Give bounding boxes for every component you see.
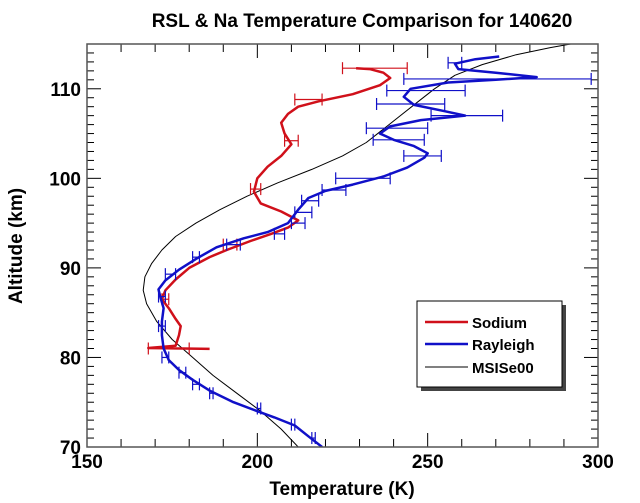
line-rayleigh: [157, 55, 538, 447]
x-tick-label: 250: [412, 452, 444, 473]
plot-area: [142, 44, 592, 447]
tick-labels: 150 200 250 300 70 80 90 100 110: [49, 80, 614, 473]
line-sodium: [147, 66, 392, 351]
legend-label-msise00: MSISe00: [472, 360, 534, 377]
line-msise00: [142, 44, 571, 447]
y-tick-label: 110: [50, 80, 81, 101]
y-tick-label: 70: [60, 438, 81, 459]
chart-title: RSL & Na Temperature Comparison for 1406…: [152, 11, 573, 32]
x-tick-label: 200: [241, 452, 273, 473]
legend-label-rayleigh: Rayleigh: [472, 337, 535, 354]
plot-frame: [86, 43, 599, 448]
y-tick-label: 90: [60, 259, 81, 280]
y-tick-label: 100: [49, 169, 81, 190]
legend: Sodium Rayleigh MSISe00: [416, 300, 566, 391]
series-sodium: [147, 62, 408, 355]
x-tick-label: 150: [71, 452, 103, 473]
y-axis-label: Altitude (km): [6, 188, 27, 304]
legend-label-sodium: Sodium: [472, 315, 527, 332]
series-msise00: [142, 44, 571, 447]
series-rayleigh: [157, 55, 592, 447]
y-tick-label: 80: [60, 348, 81, 369]
x-tick-label: 300: [582, 452, 614, 473]
x-axis-label: Temperature (K): [269, 479, 414, 500]
